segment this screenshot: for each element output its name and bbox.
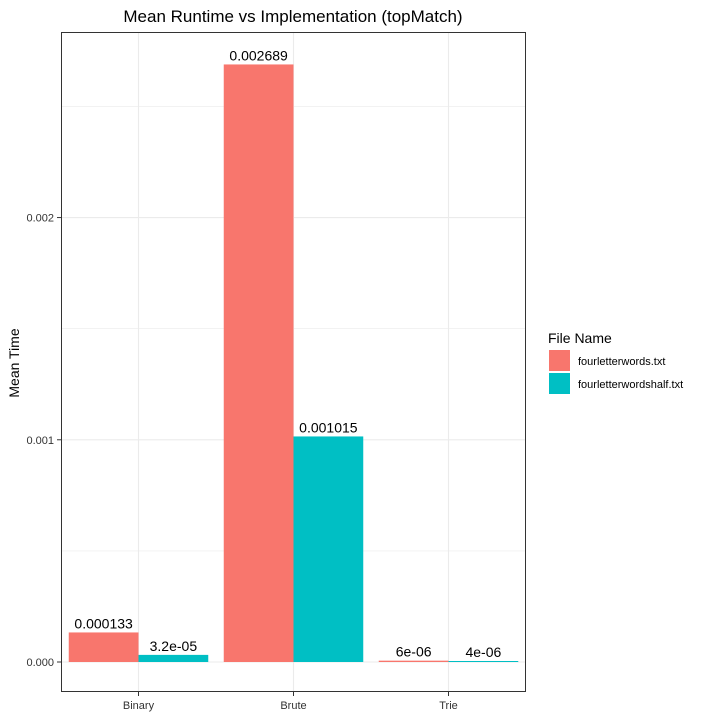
legend-label: fourletterwordshalf.txt [578,379,683,391]
data-label: 6e-06 [396,644,432,660]
legend-swatch [549,373,570,394]
y-tick-label: 0.002 [26,213,54,225]
x-tick-label: Trie [439,700,458,712]
bar [448,661,519,662]
data-label: 0.000133 [74,615,133,631]
plot-border [61,32,526,692]
legend-swatch [549,350,570,371]
legend: File Name fourletterwords.txt fourletterw… [548,330,683,394]
legend-title: File Name [548,330,612,346]
data-label: 4e-06 [465,644,501,660]
bar [68,632,139,662]
x-tick-label: Binary [123,700,155,712]
y-axis-title: Mean Time [6,328,22,397]
bar [138,654,209,662]
bar [223,64,294,662]
legend-label: fourletterwords.txt [578,356,665,368]
bar [378,660,449,662]
y-axis: 0.000 0.001 0.002 [26,213,61,669]
y-tick-label: 0.001 [26,435,54,447]
chart-title: Mean Runtime vs Implementation (topMatch… [123,7,462,26]
data-labels: 0.000133 3.2e-05 0.002689 0.001015 6e-06 4e-0… [74,47,501,660]
data-label: 3.2e-05 [150,638,198,654]
x-tick-label: Brute [280,700,306,712]
x-axis: Binary Brute Trie [123,692,458,712]
data-label: 0.001015 [299,419,358,435]
data-label: 0.002689 [229,47,288,63]
y-tick-label: 0.000 [26,657,54,669]
bars [68,64,519,662]
bar [293,436,364,662]
